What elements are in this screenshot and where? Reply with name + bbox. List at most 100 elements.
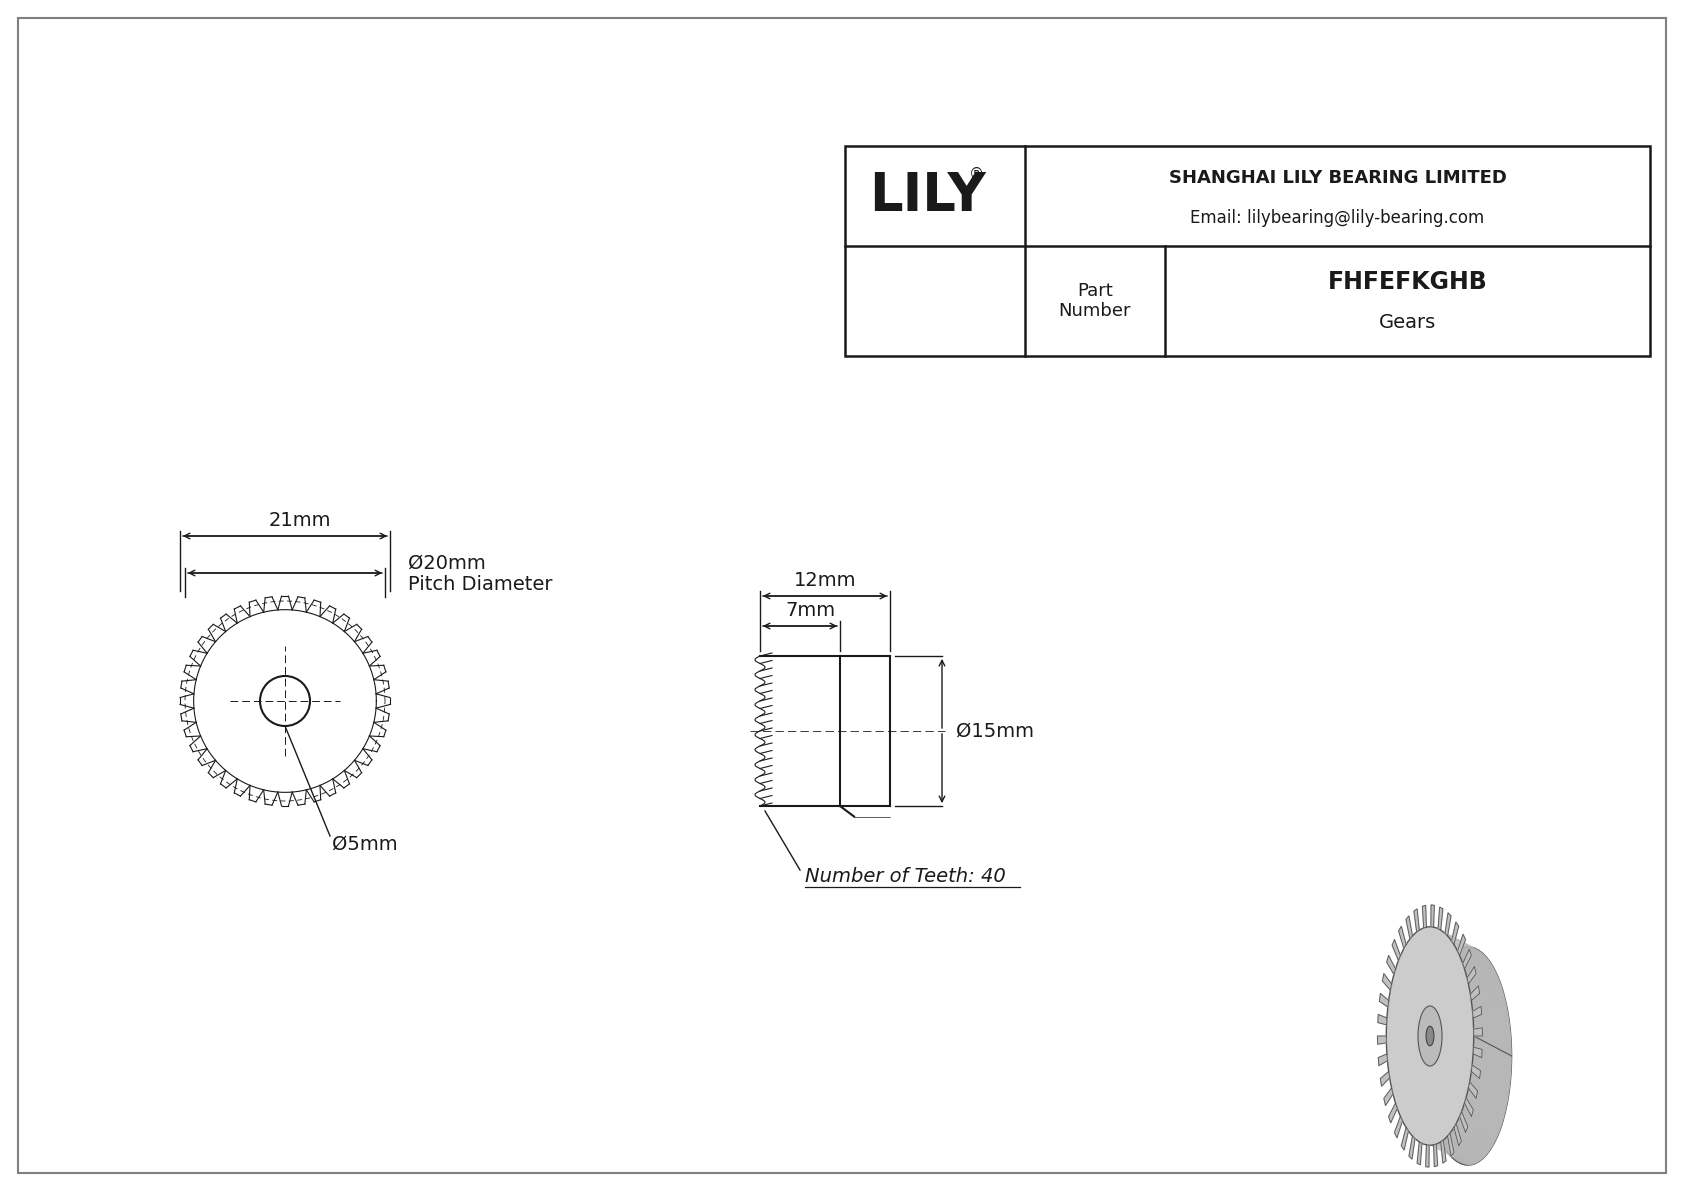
Polygon shape	[1433, 927, 1472, 947]
Text: Part
Number: Part Number	[1059, 281, 1132, 320]
Polygon shape	[1438, 908, 1443, 930]
Polygon shape	[1440, 929, 1479, 950]
Polygon shape	[1389, 1103, 1398, 1123]
Polygon shape	[1455, 946, 1494, 968]
Polygon shape	[1474, 1028, 1512, 1050]
Text: Pitch Diameter: Pitch Diameter	[408, 575, 552, 594]
Polygon shape	[1460, 1111, 1468, 1133]
Polygon shape	[1472, 1006, 1482, 1018]
Text: Ø5mm: Ø5mm	[332, 835, 397, 854]
Text: Ø15mm: Ø15mm	[957, 722, 1034, 741]
Polygon shape	[1440, 1142, 1479, 1162]
Polygon shape	[1474, 1017, 1511, 1041]
Polygon shape	[1443, 1139, 1484, 1160]
Polygon shape	[1442, 1141, 1480, 1161]
Polygon shape	[1457, 1120, 1495, 1142]
Polygon shape	[1435, 928, 1475, 948]
Polygon shape	[1470, 1075, 1509, 1098]
Polygon shape	[1460, 956, 1499, 979]
Polygon shape	[1458, 1117, 1497, 1140]
Polygon shape	[1453, 1125, 1492, 1148]
Polygon shape	[1430, 1146, 1470, 1165]
Polygon shape	[1435, 1145, 1474, 1165]
Polygon shape	[1468, 1085, 1507, 1108]
Polygon shape	[1452, 922, 1458, 944]
Polygon shape	[1442, 1140, 1447, 1164]
Polygon shape	[1415, 909, 1420, 933]
Polygon shape	[1445, 1137, 1484, 1159]
Polygon shape	[1435, 1143, 1475, 1165]
Polygon shape	[1445, 934, 1484, 954]
Polygon shape	[1458, 934, 1465, 955]
Ellipse shape	[1418, 1006, 1442, 1066]
Polygon shape	[1435, 928, 1474, 948]
Polygon shape	[1423, 905, 1426, 928]
Polygon shape	[1468, 1081, 1507, 1104]
Polygon shape	[1448, 1135, 1487, 1156]
Polygon shape	[1436, 928, 1477, 949]
Polygon shape	[1431, 1145, 1470, 1165]
Polygon shape	[1410, 1136, 1415, 1159]
Polygon shape	[1474, 1024, 1512, 1047]
Text: 21mm: 21mm	[269, 511, 332, 530]
Polygon shape	[1418, 1142, 1421, 1165]
Polygon shape	[1379, 993, 1389, 1008]
Polygon shape	[1470, 993, 1509, 1017]
Polygon shape	[1467, 978, 1505, 1002]
Polygon shape	[1381, 1072, 1389, 1086]
Text: 12mm: 12mm	[793, 570, 855, 590]
Polygon shape	[1452, 1128, 1492, 1149]
Polygon shape	[1474, 1055, 1511, 1078]
Polygon shape	[1468, 987, 1507, 1011]
Text: 7mm: 7mm	[785, 600, 835, 619]
Polygon shape	[1453, 944, 1492, 966]
Text: LILY: LILY	[869, 170, 985, 222]
Polygon shape	[1458, 1115, 1499, 1137]
Polygon shape	[1438, 929, 1477, 949]
Polygon shape	[1442, 931, 1482, 953]
Polygon shape	[1472, 1010, 1511, 1034]
Ellipse shape	[1426, 1027, 1435, 1046]
Polygon shape	[1452, 941, 1490, 962]
Polygon shape	[1458, 954, 1499, 977]
Polygon shape	[1453, 1123, 1462, 1146]
Polygon shape	[1433, 1145, 1438, 1167]
Polygon shape	[1462, 962, 1500, 985]
Polygon shape	[1468, 1081, 1477, 1098]
Polygon shape	[1378, 1015, 1388, 1024]
Text: FHFEFKGHB: FHFEFKGHB	[1327, 270, 1487, 294]
Polygon shape	[1468, 1087, 1507, 1111]
Polygon shape	[1470, 986, 1480, 1000]
Polygon shape	[1472, 1006, 1511, 1030]
Polygon shape	[1472, 1000, 1511, 1023]
Polygon shape	[1474, 1052, 1511, 1075]
Polygon shape	[1452, 942, 1492, 964]
Polygon shape	[1463, 1105, 1502, 1128]
Text: Email: lilybearing@lily-bearing.com: Email: lilybearing@lily-bearing.com	[1191, 208, 1485, 227]
Bar	[845, 146, 1650, 356]
Polygon shape	[1472, 1065, 1480, 1079]
Polygon shape	[1431, 927, 1470, 947]
Polygon shape	[1462, 1108, 1500, 1130]
Polygon shape	[1443, 933, 1484, 953]
Polygon shape	[1433, 1145, 1472, 1165]
Polygon shape	[1457, 948, 1495, 971]
Polygon shape	[1445, 912, 1452, 936]
Polygon shape	[1378, 1054, 1388, 1066]
Polygon shape	[1450, 1131, 1489, 1153]
Polygon shape	[1394, 1116, 1403, 1137]
Polygon shape	[1378, 1036, 1386, 1045]
Polygon shape	[1383, 973, 1391, 990]
Polygon shape	[1474, 1048, 1512, 1072]
Polygon shape	[1465, 1097, 1504, 1120]
Polygon shape	[1465, 973, 1504, 996]
Polygon shape	[1467, 1093, 1505, 1116]
Polygon shape	[1470, 1072, 1509, 1095]
Polygon shape	[1467, 975, 1505, 998]
Text: ®: ®	[968, 167, 983, 181]
Polygon shape	[1470, 1078, 1509, 1102]
Polygon shape	[1457, 1122, 1495, 1145]
Polygon shape	[1426, 1145, 1430, 1167]
Polygon shape	[1467, 1091, 1505, 1114]
Polygon shape	[1468, 985, 1507, 1008]
